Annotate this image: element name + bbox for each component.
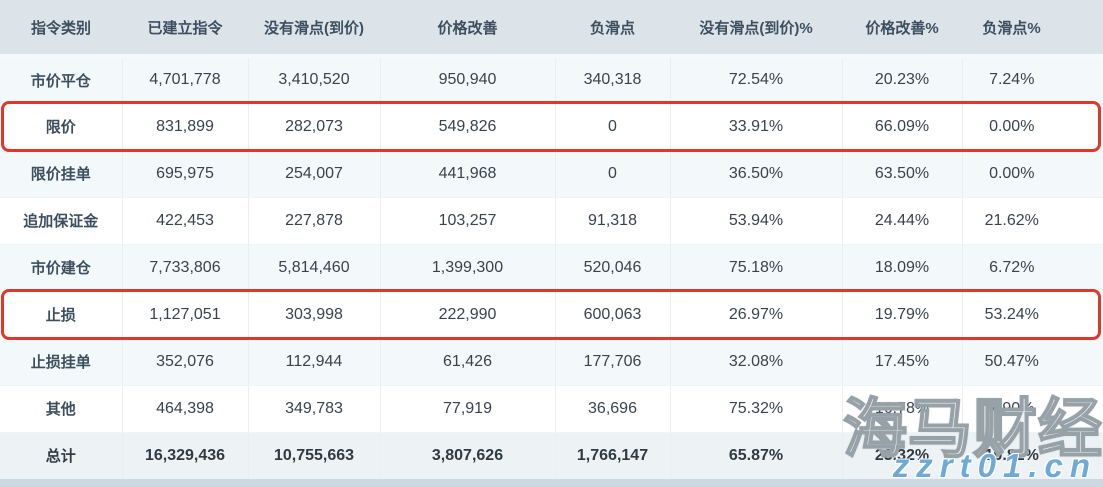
table-cell: 227,878 bbox=[248, 197, 381, 245]
table-cell: 10,755,663 bbox=[248, 432, 381, 480]
watermark-url-text: zzrt01.cn bbox=[892, 447, 1097, 484]
table-cell: 520,046 bbox=[555, 244, 671, 292]
table-cell: 0.00% bbox=[962, 150, 1103, 198]
table-header-row: 指令类别 已建立指令 没有滑点(到价) 价格改善 负滑点 没有滑点(到价)% 价格改善% 负滑… bbox=[0, 0, 1103, 58]
row-label: 止损挂单 bbox=[0, 338, 123, 386]
column-header: 没有滑点(到价) bbox=[248, 0, 380, 58]
table-cell: 349,783 bbox=[248, 385, 381, 433]
table-cell: 33.91% bbox=[670, 103, 843, 151]
table-cell: 16,329,436 bbox=[122, 432, 249, 480]
table-cell: 65.87% bbox=[670, 432, 843, 480]
row-label: 市价平仓 bbox=[0, 56, 123, 104]
table-row: 限价挂单 695,975 254,007 441,968 0 36.50% 63.50% 0.… bbox=[0, 150, 1103, 198]
column-header: 负滑点 bbox=[555, 0, 670, 58]
table-cell: 340,318 bbox=[555, 56, 671, 104]
table-row: 市价建仓 7,733,806 5,814,460 1,399,300 520,046 75… bbox=[0, 244, 1103, 292]
table-cell: 282,073 bbox=[248, 103, 381, 151]
table-cell: 222,990 bbox=[380, 291, 556, 339]
table-cell: 1,127,051 bbox=[122, 291, 249, 339]
table-cell: 831,899 bbox=[122, 103, 249, 151]
table-row: 追加保证金 422,453 227,878 103,257 91,318 53.94% 24… bbox=[0, 197, 1103, 245]
table-cell: 7.90% bbox=[962, 385, 1103, 433]
table-cell: 91,318 bbox=[555, 197, 671, 245]
table-cell: 10.82% bbox=[962, 432, 1103, 480]
row-label: 限价 bbox=[0, 103, 123, 151]
table-cell: 75.32% bbox=[670, 385, 843, 433]
column-header: 负滑点% bbox=[962, 0, 1103, 58]
column-header: 指令类别 bbox=[0, 0, 122, 58]
table-cell: 549,826 bbox=[380, 103, 556, 151]
watermark-brand-text: 海马财经 bbox=[842, 392, 1103, 466]
row-label: 追加保证金 bbox=[0, 197, 123, 245]
table-row: 其他 464,398 349,783 77,919 36,696 75.32% 16.78%… bbox=[0, 385, 1103, 433]
table-cell: 66.09% bbox=[842, 103, 963, 151]
table-cell: 3,410,520 bbox=[248, 56, 381, 104]
column-header: 没有滑点(到价)% bbox=[670, 0, 842, 58]
table-cell: 464,398 bbox=[122, 385, 249, 433]
row-label: 总计 bbox=[0, 432, 123, 480]
table-body: 市价平仓 4,701,778 3,410,520 950,940 340,318 72.5… bbox=[0, 56, 1103, 480]
column-header: 已建立指令 bbox=[122, 0, 248, 58]
table-cell: 24.44% bbox=[842, 197, 963, 245]
table-cell: 18.09% bbox=[842, 244, 963, 292]
table-cell: 75.18% bbox=[670, 244, 843, 292]
table-cell: 61,426 bbox=[380, 338, 556, 386]
table-cell: 422,453 bbox=[122, 197, 249, 245]
table-cell: 254,007 bbox=[248, 150, 381, 198]
table-cell: 950,940 bbox=[380, 56, 556, 104]
table-cell: 32.08% bbox=[670, 338, 843, 386]
table-cell: 0 bbox=[555, 150, 671, 198]
table-cell: 103,257 bbox=[380, 197, 556, 245]
table-cell: 177,706 bbox=[555, 338, 671, 386]
table-row: 市价平仓 4,701,778 3,410,520 950,940 340,318 72.5… bbox=[0, 56, 1103, 104]
table-cell: 4,701,778 bbox=[122, 56, 249, 104]
table-cell: 77,919 bbox=[380, 385, 556, 433]
table-cell: 16.78% bbox=[842, 385, 963, 433]
table-cell: 1,766,147 bbox=[555, 432, 671, 480]
table-cell: 23.32% bbox=[842, 432, 963, 480]
table-cell: 26.97% bbox=[670, 291, 843, 339]
table-cell: 5,814,460 bbox=[248, 244, 381, 292]
table-row: 止损挂单 352,076 112,944 61,426 177,706 32.08% 17.… bbox=[0, 338, 1103, 386]
table-cell: 303,998 bbox=[248, 291, 381, 339]
table-cell: 36.50% bbox=[670, 150, 843, 198]
table-cell: 53.94% bbox=[670, 197, 843, 245]
table-cell: 695,975 bbox=[122, 150, 249, 198]
table-cell: 50.47% bbox=[962, 338, 1103, 386]
table-cell: 441,968 bbox=[380, 150, 556, 198]
row-label: 限价挂单 bbox=[0, 150, 123, 198]
table-cell: 19.79% bbox=[842, 291, 963, 339]
row-label: 止损 bbox=[0, 291, 123, 339]
table-cell: 21.62% bbox=[962, 197, 1103, 245]
table-cell: 17.45% bbox=[842, 338, 963, 386]
table-cell: 6.72% bbox=[962, 244, 1103, 292]
column-header: 价格改善% bbox=[842, 0, 962, 58]
table-cell: 72.54% bbox=[670, 56, 843, 104]
table-cell: 600,063 bbox=[555, 291, 671, 339]
table-cell: 20.23% bbox=[842, 56, 963, 104]
table-cell: 1,399,300 bbox=[380, 244, 556, 292]
table-row: 总计 16,329,436 10,755,663 3,807,626 1,766,147… bbox=[0, 432, 1103, 480]
table-row: 止损 1,127,051 303,998 222,990 600,063 26.97% 19… bbox=[0, 291, 1103, 339]
table-cell: 63.50% bbox=[842, 150, 963, 198]
table-row: 限价 831,899 282,073 549,826 0 33.91% 66.09% 0.00… bbox=[0, 103, 1103, 151]
column-header: 价格改善 bbox=[380, 0, 555, 58]
table-cell: 352,076 bbox=[122, 338, 249, 386]
table-cell: 0 bbox=[555, 103, 671, 151]
table-cell: 0.00% bbox=[962, 103, 1103, 151]
table-cell: 36,696 bbox=[555, 385, 671, 433]
row-label: 市价建仓 bbox=[0, 244, 123, 292]
table-cell: 3,807,626 bbox=[380, 432, 556, 480]
table-bottom-bar bbox=[0, 479, 1103, 487]
table-cell: 7,733,806 bbox=[122, 244, 249, 292]
row-label: 其他 bbox=[0, 385, 123, 433]
table-cell: 7.24% bbox=[962, 56, 1103, 104]
table-cell: 112,944 bbox=[248, 338, 381, 386]
table-cell: 53.24% bbox=[962, 291, 1103, 339]
